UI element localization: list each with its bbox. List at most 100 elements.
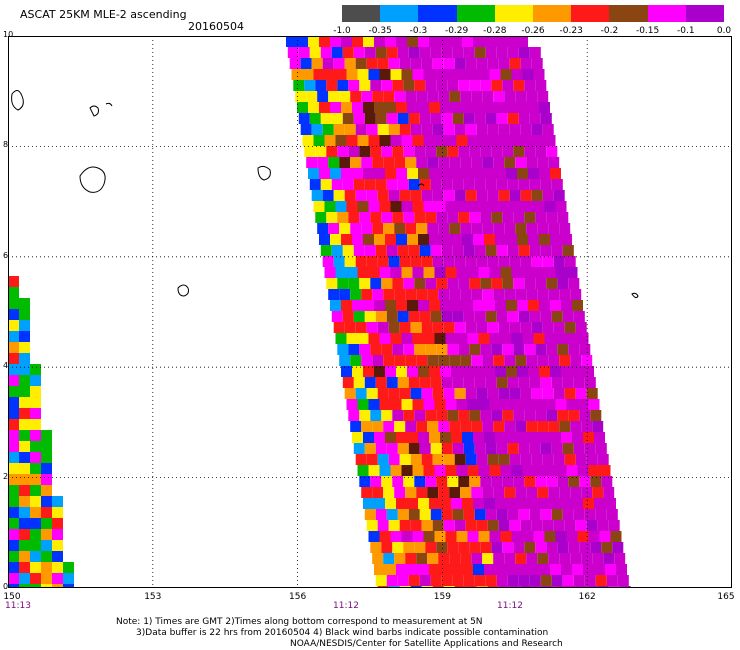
wind-cell <box>19 540 30 551</box>
wind-cell <box>385 234 396 245</box>
wind-cell <box>419 311 431 322</box>
wind-cell <box>555 333 567 344</box>
wind-cell <box>388 322 400 333</box>
wind-cell <box>487 124 499 135</box>
wind-cell <box>535 542 547 553</box>
wind-cell <box>52 529 63 540</box>
wind-cell <box>548 355 560 366</box>
wind-cell <box>434 333 446 344</box>
wind-cell <box>41 485 52 496</box>
wind-cell <box>8 441 19 452</box>
wind-cell <box>482 355 494 366</box>
wind-cell <box>335 201 347 212</box>
wind-cell <box>41 496 52 507</box>
wind-cell <box>401 69 413 80</box>
wind-cell <box>559 223 571 234</box>
wind-cell <box>482 91 494 102</box>
wind-cell <box>509 388 521 399</box>
wind-cell <box>414 344 426 355</box>
wind-cell <box>462 366 473 377</box>
wind-cell <box>546 146 558 157</box>
wind-cell <box>518 245 530 256</box>
wind-cell <box>330 234 341 245</box>
wind-cell <box>458 542 470 553</box>
wind-cell <box>528 168 539 179</box>
wind-cell <box>511 399 523 410</box>
wind-cell <box>300 58 312 69</box>
wind-cell <box>539 366 550 377</box>
wind-cell <box>520 256 532 267</box>
wind-cell <box>572 498 583 509</box>
wind-cell <box>469 212 481 223</box>
wind-cell <box>30 452 41 463</box>
wind-cell <box>421 256 433 267</box>
wind-cell <box>489 465 501 476</box>
wind-cell <box>561 300 572 311</box>
wind-cell <box>363 300 374 311</box>
legend-tick-label: -0.26 <box>521 26 545 36</box>
wind-cell <box>41 441 52 452</box>
wind-cell <box>381 278 393 289</box>
wind-cell <box>575 388 587 399</box>
wind-cell <box>537 355 549 366</box>
wind-cell <box>372 223 384 234</box>
wind-cell <box>562 509 574 520</box>
wind-cell <box>308 36 319 47</box>
wind-cell <box>8 287 19 298</box>
wind-cell <box>8 430 19 441</box>
wind-cell <box>496 179 508 190</box>
wind-cell <box>366 388 378 399</box>
wind-cell <box>544 531 556 542</box>
wind-cell <box>460 487 472 498</box>
wind-cell <box>465 58 477 69</box>
wind-cell <box>463 377 475 388</box>
wind-cell <box>377 322 389 333</box>
wind-cell <box>498 520 510 531</box>
wind-cell <box>513 344 525 355</box>
wind-cell <box>551 245 563 256</box>
wind-cell <box>517 36 528 47</box>
wind-cell <box>581 421 593 432</box>
wind-cell <box>531 520 543 531</box>
wind-cell <box>319 102 330 113</box>
wind-cell <box>375 311 387 322</box>
wind-cell <box>605 498 616 509</box>
wind-cell <box>375 443 387 454</box>
wind-cell <box>474 47 486 58</box>
wind-cell <box>370 410 382 421</box>
wind-cell <box>328 289 340 300</box>
wind-cell <box>392 476 404 487</box>
wind-cell <box>467 399 479 410</box>
wind-cell <box>550 300 561 311</box>
wind-cell <box>399 454 411 465</box>
wind-cell <box>372 553 384 564</box>
wind-cell <box>399 124 411 135</box>
wind-cell <box>447 80 459 91</box>
wind-cell <box>52 540 63 551</box>
wind-cell <box>361 223 373 234</box>
wind-cell <box>412 465 424 476</box>
wind-cell <box>342 47 354 58</box>
wind-cell <box>425 542 437 553</box>
wind-cell <box>441 245 453 256</box>
wind-cell <box>572 366 583 377</box>
wind-cell <box>352 234 363 245</box>
wind-cell <box>513 542 525 553</box>
wind-cell <box>495 564 506 575</box>
wind-cell <box>52 562 63 573</box>
wind-cell <box>441 311 453 322</box>
wind-cell <box>462 102 473 113</box>
wind-cell <box>480 212 492 223</box>
wind-cell <box>515 91 527 102</box>
wind-cell <box>427 421 439 432</box>
wind-cell <box>8 551 19 562</box>
wind-cell <box>496 311 508 322</box>
wind-cell <box>473 432 484 443</box>
wind-cell <box>507 245 519 256</box>
wind-cell <box>469 542 481 553</box>
wind-cell <box>8 562 19 573</box>
wind-cell <box>306 157 318 168</box>
wind-cell <box>405 355 417 366</box>
wind-cell <box>333 256 345 267</box>
wind-cell <box>616 564 627 575</box>
